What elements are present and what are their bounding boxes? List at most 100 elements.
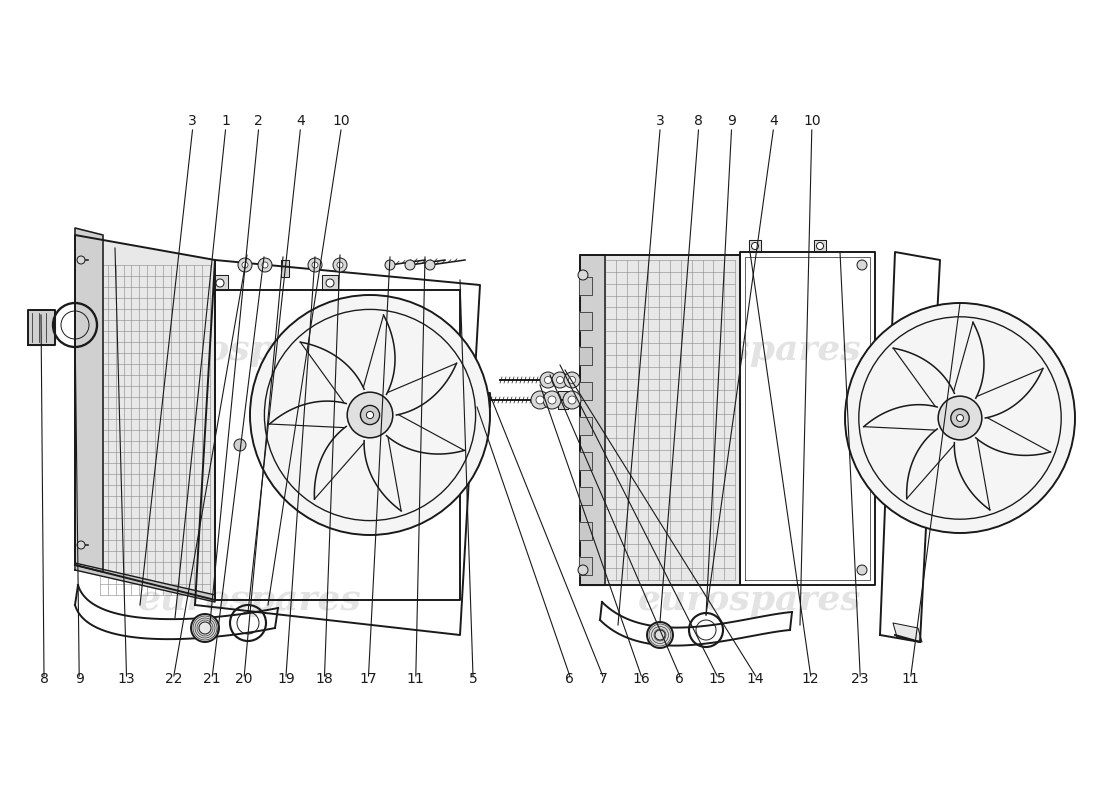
Text: 3: 3 (656, 114, 664, 128)
Circle shape (557, 377, 563, 383)
Circle shape (216, 279, 224, 287)
Circle shape (845, 303, 1075, 533)
Polygon shape (580, 255, 740, 585)
Polygon shape (280, 260, 289, 277)
Text: 13: 13 (118, 672, 135, 686)
Circle shape (857, 260, 867, 270)
Circle shape (543, 391, 561, 409)
Circle shape (385, 260, 395, 270)
Text: eurospares: eurospares (139, 583, 362, 617)
Polygon shape (579, 417, 592, 435)
Polygon shape (75, 563, 214, 602)
Text: 5: 5 (469, 672, 477, 686)
Circle shape (950, 409, 969, 427)
Circle shape (544, 377, 551, 383)
Text: 23: 23 (851, 672, 869, 686)
Circle shape (568, 396, 576, 404)
Text: 18: 18 (316, 672, 333, 686)
Text: 6: 6 (565, 672, 574, 686)
Circle shape (348, 392, 393, 438)
Circle shape (405, 260, 415, 270)
Text: 9: 9 (75, 672, 84, 686)
Circle shape (564, 372, 580, 388)
Text: 11: 11 (902, 672, 920, 686)
Polygon shape (814, 240, 826, 252)
Text: 15: 15 (708, 672, 726, 686)
Circle shape (77, 541, 85, 549)
Text: 6: 6 (675, 672, 684, 686)
Text: 7: 7 (598, 672, 607, 686)
Text: 9: 9 (727, 114, 736, 128)
Polygon shape (893, 623, 922, 642)
Polygon shape (749, 240, 761, 252)
Circle shape (536, 396, 544, 404)
Text: 4: 4 (296, 114, 305, 128)
Circle shape (326, 279, 334, 287)
Polygon shape (579, 522, 592, 540)
Polygon shape (579, 312, 592, 330)
Polygon shape (322, 275, 338, 290)
Circle shape (578, 270, 588, 280)
Circle shape (816, 242, 824, 250)
Polygon shape (580, 255, 605, 585)
Text: 8: 8 (694, 114, 703, 128)
Text: eurospares: eurospares (139, 333, 362, 367)
Circle shape (578, 565, 588, 575)
Circle shape (191, 614, 219, 642)
Text: 3: 3 (188, 114, 197, 128)
Circle shape (308, 258, 322, 272)
Text: 4: 4 (769, 114, 778, 128)
Polygon shape (212, 275, 228, 290)
Circle shape (238, 258, 252, 272)
Circle shape (361, 406, 379, 425)
Circle shape (234, 439, 246, 451)
Polygon shape (579, 557, 592, 575)
Polygon shape (579, 487, 592, 505)
Polygon shape (558, 391, 568, 409)
Circle shape (569, 377, 575, 383)
Circle shape (563, 391, 581, 409)
Circle shape (312, 262, 318, 268)
Circle shape (552, 372, 568, 388)
Text: 17: 17 (360, 672, 377, 686)
Polygon shape (75, 235, 214, 600)
Circle shape (366, 411, 374, 418)
Text: eurospares: eurospares (638, 583, 862, 617)
Circle shape (654, 630, 666, 640)
Polygon shape (579, 382, 592, 400)
Circle shape (262, 262, 268, 268)
Circle shape (250, 295, 490, 535)
Text: eurospares: eurospares (638, 333, 862, 367)
Text: 20: 20 (235, 672, 253, 686)
Text: 1: 1 (221, 114, 230, 128)
Text: 22: 22 (165, 672, 183, 686)
Text: 16: 16 (632, 672, 650, 686)
Polygon shape (28, 310, 55, 345)
Circle shape (548, 396, 556, 404)
Circle shape (258, 258, 272, 272)
Circle shape (647, 622, 673, 648)
Polygon shape (579, 452, 592, 470)
Circle shape (199, 622, 211, 634)
Text: 11: 11 (407, 672, 425, 686)
Circle shape (77, 256, 85, 264)
Circle shape (242, 262, 248, 268)
Circle shape (751, 242, 759, 250)
Polygon shape (579, 277, 592, 295)
Circle shape (531, 391, 549, 409)
Circle shape (333, 258, 346, 272)
Polygon shape (75, 228, 103, 572)
Text: 12: 12 (802, 672, 820, 686)
Text: 2: 2 (254, 114, 263, 128)
Text: 10: 10 (803, 114, 821, 128)
Circle shape (938, 396, 982, 440)
Circle shape (957, 414, 964, 422)
Text: 21: 21 (204, 672, 221, 686)
Circle shape (425, 260, 435, 270)
Circle shape (337, 262, 343, 268)
Circle shape (540, 372, 556, 388)
Polygon shape (472, 393, 490, 407)
Polygon shape (579, 347, 592, 365)
Text: 19: 19 (277, 672, 295, 686)
Circle shape (857, 565, 867, 575)
